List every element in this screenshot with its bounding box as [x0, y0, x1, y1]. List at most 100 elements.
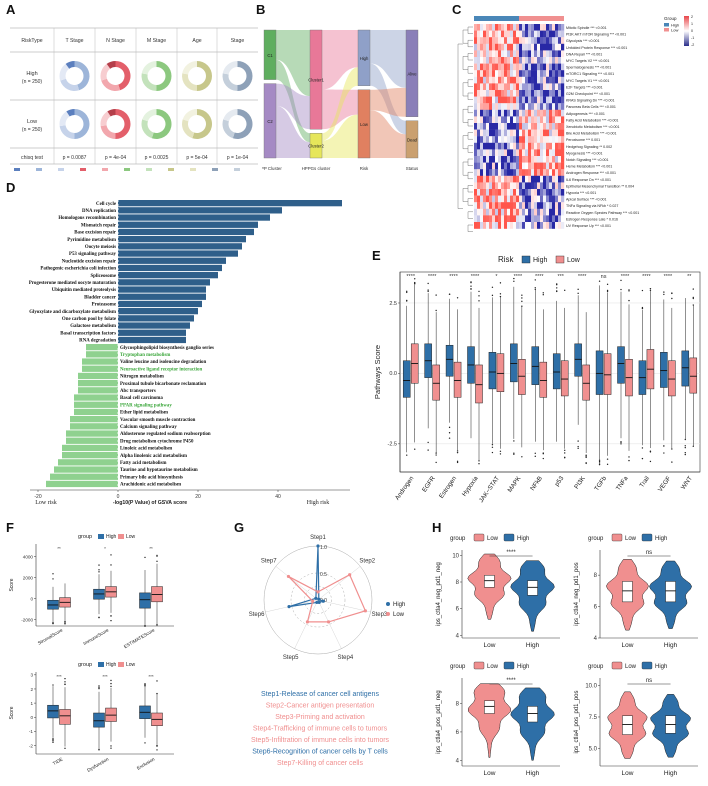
heatmap-cell [486, 57, 490, 64]
bar-label: Proteasome [92, 303, 117, 308]
heatmap-cell [537, 202, 541, 209]
heatmap-cell [507, 136, 511, 143]
box [453, 361, 462, 398]
p-value: p = 5e-04 [186, 155, 207, 161]
heatmap-cell [480, 202, 484, 209]
heatmap-cell [540, 182, 544, 190]
heatmap-cell [489, 202, 493, 209]
outlier [52, 578, 54, 580]
heatmap-cell [537, 43, 541, 51]
heatmap-cell [504, 142, 508, 150]
heatmap-cell [513, 123, 517, 130]
heatmap-cell [522, 169, 526, 176]
heatmap-cell [495, 162, 499, 170]
heatmap-cell [513, 169, 517, 176]
outlier [542, 294, 544, 296]
pathway-label: MYC Targets V2 *** <0.001 [566, 59, 609, 63]
significance: * [495, 274, 498, 280]
heatmap-cell [525, 50, 529, 58]
heatmap-cell [519, 96, 523, 104]
heatmap-cell [552, 37, 556, 44]
heatmap-cell [546, 136, 550, 143]
heatmap-cell [516, 96, 520, 104]
pathway-label: Myogenesis *** <0.001 [566, 151, 602, 155]
heatmap-cell [504, 149, 508, 157]
heatmap-cell [549, 195, 553, 203]
heatmap-cell [552, 189, 556, 196]
heatmap-cell [549, 116, 553, 124]
x-tick-label: ImmuneScore [82, 627, 110, 646]
box [582, 364, 590, 401]
sankey-flow [276, 83, 310, 130]
heatmap-cell [504, 30, 508, 38]
significance: **** [449, 274, 458, 280]
heatmap-cell [480, 149, 484, 157]
heatmap-cell [537, 149, 541, 157]
outlier [620, 443, 622, 445]
pathway-label: mTORC1 Signaling *** <0.001 [566, 72, 614, 76]
heatmap-cell [540, 208, 544, 216]
heatmap-cell [546, 149, 550, 157]
heatmap-cell [534, 202, 538, 209]
radar-axis-label: Step7 [261, 559, 277, 565]
y-tick-label: 1 [30, 701, 33, 706]
outlier [577, 447, 579, 450]
heatmap-cell [525, 24, 529, 31]
heatmap-cell [540, 215, 544, 223]
bar [74, 401, 118, 408]
heatmap-cell [546, 142, 550, 150]
outlier [641, 306, 644, 309]
heatmap-cell [474, 162, 478, 170]
heatmap-cell [555, 63, 559, 71]
outlier [620, 441, 622, 443]
panel-label-d: D [6, 180, 16, 195]
heatmap-cell [525, 109, 529, 117]
heatmap-cell [543, 169, 547, 176]
heatmap-cell [513, 215, 517, 223]
x-tick-label: Estrogen [438, 475, 458, 500]
heatmap-cell [546, 182, 550, 190]
legend-swatch [168, 168, 174, 171]
bar-label: Taurine and hypotaurine metabolism [120, 468, 198, 473]
heatmap-cell [519, 90, 523, 97]
bar-label: Nitrogen metabolism [120, 375, 164, 380]
box [445, 344, 454, 377]
outlier [491, 446, 494, 449]
legend-swatch-low [118, 534, 124, 539]
heatmap-cell [555, 222, 559, 229]
heatmap-cell [543, 57, 547, 64]
heatmap-cell [492, 169, 496, 176]
heatmap-cell [495, 43, 499, 51]
heatmap-cell [558, 43, 562, 51]
heatmap-cell [555, 202, 559, 209]
heatmap-cell [486, 116, 490, 124]
heatmap-cell [483, 175, 487, 183]
heatmap-cell [498, 208, 502, 216]
outlier [671, 292, 673, 295]
heatmap-cell [546, 208, 550, 216]
box [93, 712, 105, 728]
heatmap-cell [477, 222, 481, 229]
heatmap-cell [552, 195, 556, 203]
heatmap-cell [555, 76, 559, 84]
heatmap-cell [522, 90, 526, 97]
legend-swatch-high [98, 534, 104, 539]
heatmap-cell [495, 195, 499, 203]
heatmap-cell [531, 175, 535, 183]
sankey-axis-label: TPP Cluster [262, 166, 282, 171]
heatmap-cell [561, 57, 565, 64]
heatmap-cell [558, 182, 562, 190]
outlier [491, 294, 494, 297]
heatmap-cell [546, 156, 550, 163]
x-tick-label: 20 [195, 494, 201, 500]
bar [118, 214, 270, 221]
pathway-label: IL6 Response Dn *** <0.001 [566, 178, 611, 182]
heatmap-cell [558, 208, 562, 216]
bar-label: Tryptophan metabolism [120, 353, 170, 358]
step-description: Step2-Cancer antigen presentation [266, 703, 375, 710]
bar [50, 473, 118, 480]
heatmap-cell [492, 103, 496, 110]
heatmap-cell [501, 43, 505, 51]
bar [118, 315, 194, 322]
outlier [585, 462, 587, 464]
